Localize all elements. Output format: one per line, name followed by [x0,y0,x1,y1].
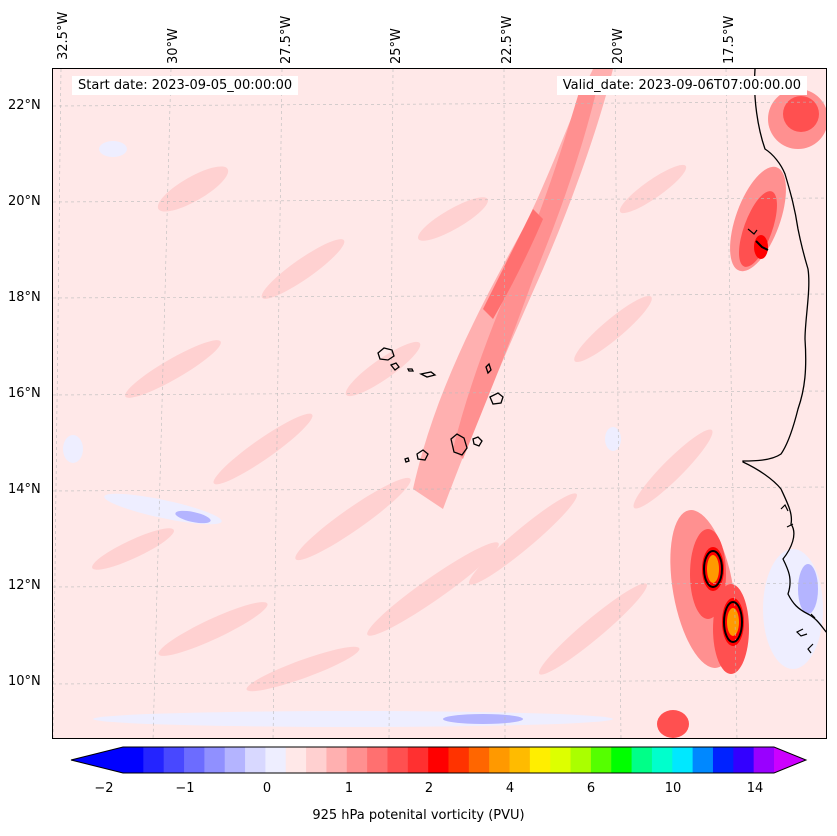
colorbar-segment [387,747,409,773]
colorbar-segment [285,747,307,773]
graticule [53,69,826,738]
lat-label-18n: 18°N [8,290,41,305]
cb-tick-2: 2 [424,781,434,796]
colorbar-segment [306,747,327,773]
lon-label-20w: 20°W [611,28,626,64]
colorbar-segment [631,747,653,773]
cb-tick-0: 0 [262,781,272,796]
colorbar-segment [448,747,470,773]
colorbar-segment [163,747,185,773]
lon-label-17-5w: 17.5°W [722,15,737,64]
colorbar-segment [753,747,775,773]
pv-field-map [53,69,826,738]
lat-label-12n: 12°N [8,578,41,593]
colorbar-segment [651,747,673,773]
colorbar-segment [570,747,592,773]
lon-label-25w: 25°W [389,28,404,64]
cb-tick-neg2: −2 [94,781,114,796]
cb-tick-1: 1 [344,781,354,796]
cb-tick-4: 4 [505,781,515,796]
lat-label-20n: 20°N [8,194,41,209]
colorbar-under-arrow [71,747,123,773]
colorbar-segment [428,747,449,773]
lat-label-16n: 16°N [8,386,41,401]
colorbar [70,746,808,774]
africa-coastline [742,69,826,633]
colorbar-segment [692,747,714,773]
colorbar-segment [611,747,633,773]
colorbar-segment [733,747,755,773]
colorbar-segment [509,747,531,773]
colorbar-segment [265,747,287,773]
colorbar-over-arrow [774,747,806,773]
weak-pv-streaks [92,164,713,692]
colorbar-outline [70,746,808,774]
cb-tick-10: 10 [664,781,682,796]
lon-label-32-5w: 32.5°W [56,11,71,60]
colorbar-segment [529,747,551,773]
cape-verde-islands [377,347,504,463]
colorbar-segment [407,747,429,773]
colorbar-segment [346,747,368,773]
vortex-contours [703,240,769,643]
pv-vortices-south [657,510,749,738]
valid-date-label: Valid_date: 2023-09-06T07:00:00.00 [556,76,807,95]
colorbar-segment [224,747,246,773]
coastline-fragments [747,228,816,654]
colorbar-segment [672,747,694,773]
lat-label-10n: 10°N [8,674,41,689]
colorbar-segment [123,747,144,773]
lon-label-22-5w: 22.5°W [500,15,515,64]
colorbar-segment [468,747,490,773]
cb-tick-neg1: −1 [175,781,195,796]
start-date-label: Start date: 2023-09-05_00:00:00 [72,76,299,95]
colorbar-segment [489,747,511,773]
colorbar-label: 925 hPa potenital vorticity (PVU) [312,808,525,823]
cb-tick-14: 14 [746,781,764,796]
colorbar-segment [204,747,226,773]
lat-label-22n: 22°N [8,98,41,113]
colorbar-segment [712,747,734,773]
lon-label-27-5w: 27.5°W [279,15,294,64]
colorbar-segment [326,747,348,773]
lat-label-14n: 14°N [8,482,41,497]
negative-pv-deeper [175,510,818,724]
cb-tick-6: 6 [586,781,596,796]
map-panel[interactable] [52,68,827,739]
colorbar-segment [590,747,612,773]
colorbar-segment [245,747,266,773]
colorbar-segment [367,747,388,773]
colorbar-segment [143,747,165,773]
lon-label-30w: 30°W [166,28,181,64]
colorbar-segment [550,747,572,773]
colorbar-segment [184,747,205,773]
